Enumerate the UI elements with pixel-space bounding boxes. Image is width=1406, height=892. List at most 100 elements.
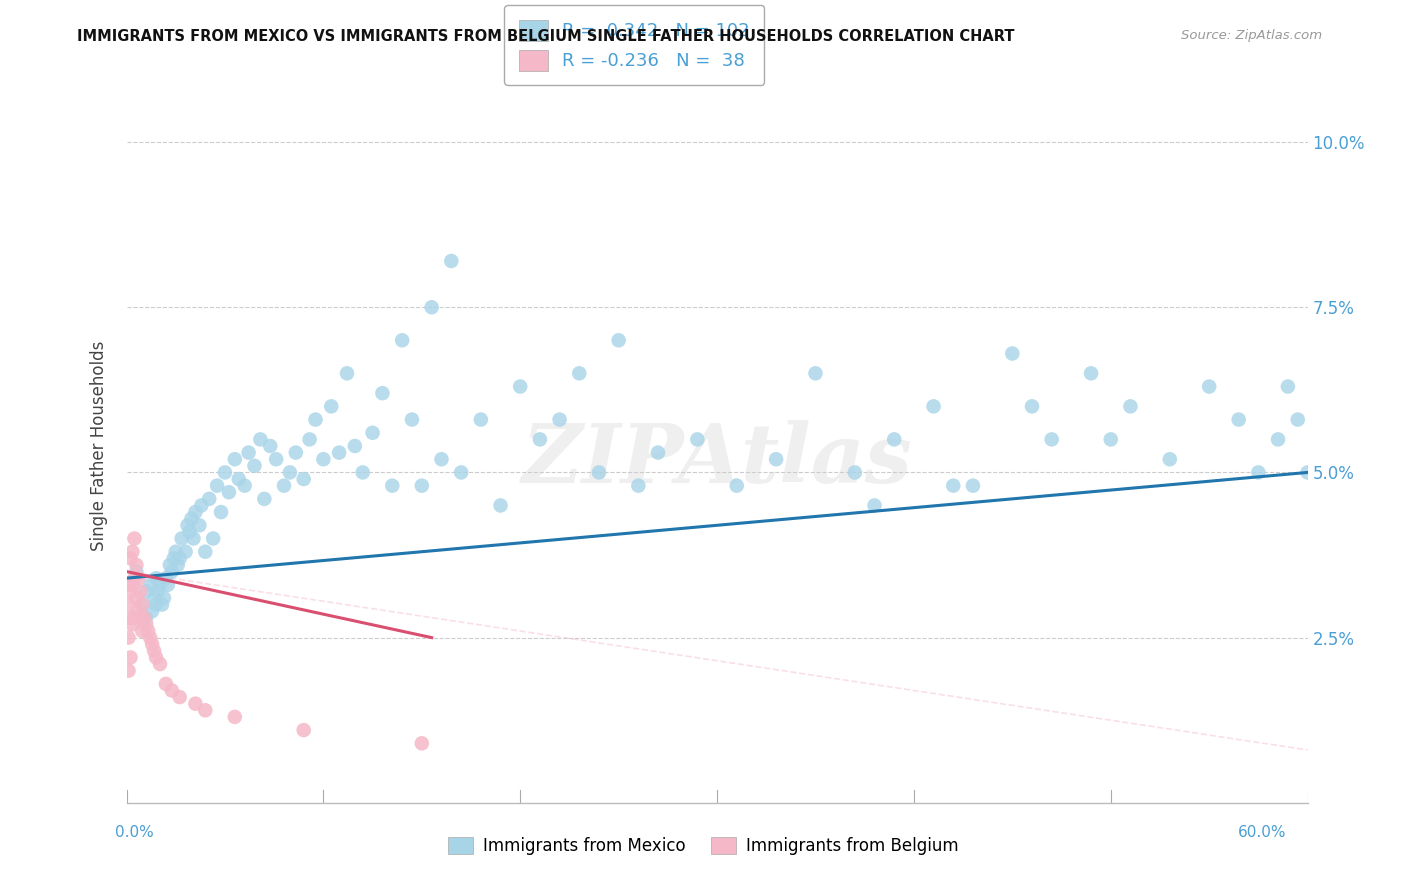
Point bbox=[135, 617, 157, 632]
Point bbox=[1247, 466, 1270, 480]
Point bbox=[202, 532, 225, 546]
Point bbox=[401, 412, 423, 426]
Point bbox=[253, 491, 276, 506]
Point bbox=[233, 478, 256, 492]
Point bbox=[312, 452, 335, 467]
Point bbox=[1296, 466, 1319, 480]
Text: Source: ZipAtlas.com: Source: ZipAtlas.com bbox=[1181, 29, 1322, 42]
Point bbox=[125, 591, 148, 605]
Point bbox=[179, 524, 201, 539]
Point bbox=[194, 545, 217, 559]
Point bbox=[150, 598, 173, 612]
Point bbox=[863, 499, 886, 513]
Point bbox=[292, 723, 315, 738]
Legend: R =  0.342   N = 102, R = -0.236   N =  38: R = 0.342 N = 102, R = -0.236 N = 38 bbox=[505, 5, 765, 85]
Point bbox=[141, 637, 163, 651]
Point bbox=[145, 598, 167, 612]
Point bbox=[170, 532, 193, 546]
Point bbox=[169, 551, 191, 566]
Point bbox=[249, 433, 271, 447]
Point bbox=[131, 598, 153, 612]
Point bbox=[134, 611, 156, 625]
Point bbox=[153, 591, 176, 605]
Point bbox=[1277, 379, 1299, 393]
Point bbox=[844, 466, 866, 480]
Point bbox=[125, 558, 148, 572]
Point bbox=[725, 478, 748, 492]
Point bbox=[1159, 452, 1181, 467]
Point bbox=[391, 333, 413, 347]
Point bbox=[120, 650, 142, 665]
Point bbox=[1227, 412, 1250, 426]
Point bbox=[607, 333, 630, 347]
Text: 0.0%: 0.0% bbox=[115, 825, 155, 839]
Point bbox=[136, 624, 159, 638]
Point bbox=[922, 400, 945, 414]
Point bbox=[328, 445, 350, 459]
Point bbox=[568, 367, 591, 381]
Point bbox=[125, 565, 148, 579]
Point bbox=[149, 657, 172, 671]
Point bbox=[588, 466, 610, 480]
Point bbox=[361, 425, 384, 440]
Point bbox=[411, 478, 433, 492]
Point bbox=[224, 710, 246, 724]
Point bbox=[139, 578, 162, 592]
Point bbox=[686, 433, 709, 447]
Point bbox=[343, 439, 366, 453]
Point bbox=[440, 254, 463, 268]
Point bbox=[1021, 400, 1043, 414]
Point bbox=[352, 466, 374, 480]
Point bbox=[259, 439, 281, 453]
Point bbox=[174, 545, 197, 559]
Point bbox=[264, 452, 287, 467]
Point bbox=[160, 683, 183, 698]
Point bbox=[381, 478, 404, 492]
Point bbox=[1080, 367, 1102, 381]
Point bbox=[1286, 412, 1309, 426]
Point bbox=[155, 571, 177, 585]
Point bbox=[129, 611, 152, 625]
Point bbox=[224, 452, 246, 467]
Text: ZIPAtlas: ZIPAtlas bbox=[522, 420, 912, 500]
Point bbox=[163, 551, 186, 566]
Point bbox=[1198, 379, 1220, 393]
Point bbox=[165, 545, 187, 559]
Point bbox=[430, 452, 453, 467]
Point bbox=[180, 511, 202, 525]
Point bbox=[1099, 433, 1122, 447]
Point bbox=[124, 571, 146, 585]
Point bbox=[529, 433, 551, 447]
Point bbox=[131, 624, 153, 638]
Point bbox=[198, 491, 221, 506]
Point bbox=[194, 703, 217, 717]
Point bbox=[124, 611, 146, 625]
Point bbox=[135, 611, 157, 625]
Point bbox=[169, 690, 191, 704]
Point bbox=[120, 551, 142, 566]
Point bbox=[883, 433, 905, 447]
Point bbox=[209, 505, 232, 519]
Point bbox=[146, 584, 169, 599]
Point bbox=[298, 433, 321, 447]
Point bbox=[143, 591, 166, 605]
Point bbox=[942, 478, 965, 492]
Point bbox=[121, 617, 143, 632]
Point bbox=[160, 565, 183, 579]
Point bbox=[228, 472, 250, 486]
Point bbox=[627, 478, 650, 492]
Point bbox=[135, 584, 157, 599]
Point bbox=[190, 499, 212, 513]
Point bbox=[145, 571, 167, 585]
Point bbox=[121, 545, 143, 559]
Point bbox=[143, 644, 166, 658]
Point bbox=[765, 452, 787, 467]
Point bbox=[117, 578, 139, 592]
Point bbox=[145, 650, 167, 665]
Point bbox=[184, 697, 207, 711]
Point bbox=[205, 478, 228, 492]
Point bbox=[155, 677, 177, 691]
Point bbox=[238, 445, 260, 459]
Point bbox=[141, 604, 163, 618]
Point bbox=[131, 598, 153, 612]
